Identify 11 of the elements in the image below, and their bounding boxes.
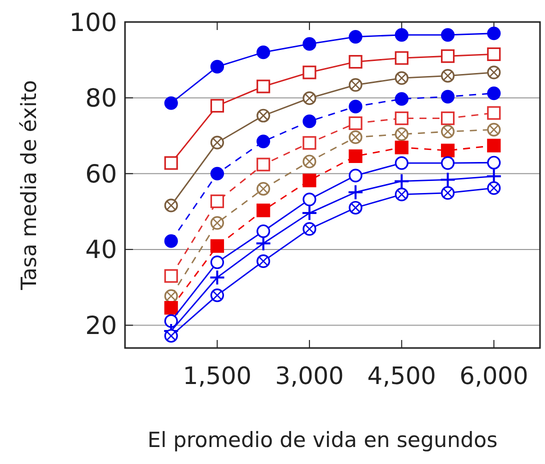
y-axis-title: Tasa media de éxito (17, 80, 41, 291)
y-tick-label: 80 (85, 84, 117, 113)
x-tick-label: 3,000 (275, 362, 344, 390)
x-tick-label: 4,500 (367, 362, 436, 390)
x-axis-title: El promedio de vida en segundos (147, 428, 498, 452)
x-tick-label: 1,500 (182, 362, 252, 390)
y-tick-label: 60 (85, 159, 117, 188)
y-tick-label: 40 (85, 235, 117, 264)
y-tick-label: 100 (69, 8, 117, 37)
y-tick-label: 20 (85, 311, 117, 340)
x-tick-label: 6,000 (460, 362, 528, 390)
